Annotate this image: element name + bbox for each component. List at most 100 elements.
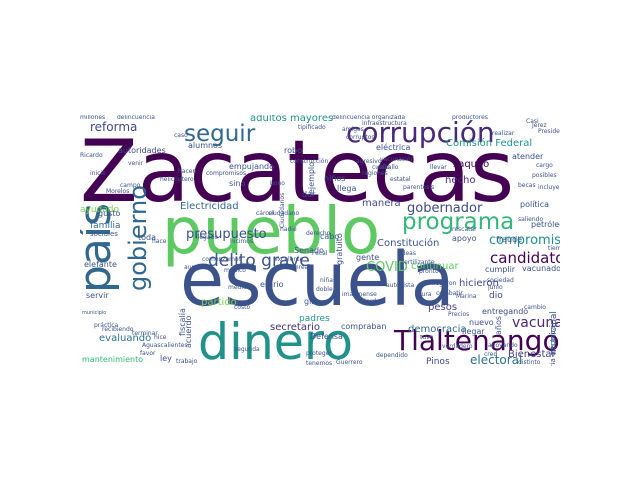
word: cuello	[372, 164, 390, 171]
word: Zacatecas	[80, 122, 515, 222]
word: pueblo	[162, 195, 381, 269]
word: Ricardo	[80, 152, 103, 159]
word: medida	[228, 284, 251, 291]
word: cabo	[320, 232, 340, 241]
word: vacunación	[380, 156, 415, 163]
word: Jerez	[532, 122, 547, 129]
word: municipio	[82, 310, 107, 316]
word: Marina	[456, 293, 477, 300]
word: saqueo	[453, 159, 490, 170]
word: combatir	[436, 290, 463, 297]
word: Tlaltenango	[394, 324, 560, 357]
word: padres	[299, 314, 330, 324]
word: dependido	[376, 352, 408, 359]
word: Pinos	[426, 357, 450, 367]
word: hice	[154, 334, 167, 341]
word: ideas	[400, 250, 416, 257]
word: derecho	[306, 230, 331, 237]
word: industria eléctrica	[549, 325, 557, 366]
word: evaluando	[99, 333, 152, 344]
word: secretario	[270, 322, 320, 333]
word: fiscalía	[178, 308, 187, 336]
word: atender	[512, 152, 544, 161]
word: nadie	[280, 226, 297, 233]
word: Comisión Federal	[446, 138, 533, 149]
word: llegado	[196, 234, 218, 241]
word: caballo	[377, 164, 399, 171]
word: cambio	[524, 304, 546, 311]
word: Electricidad	[180, 201, 239, 212]
word: doble	[316, 286, 333, 293]
word: nuevo	[469, 318, 494, 327]
word: Precios	[448, 311, 470, 318]
word: hicimos	[230, 238, 254, 245]
word: petróleo	[531, 220, 560, 229]
word: Defensa	[310, 332, 343, 341]
word: empujando	[229, 162, 275, 171]
word: recibiendo	[102, 326, 134, 333]
word: Constitución	[377, 238, 440, 249]
word: familia	[90, 221, 121, 231]
word: llegar	[462, 327, 485, 336]
word: hace	[152, 238, 167, 245]
word: ciudadano	[268, 210, 300, 217]
word: alumnos	[188, 141, 223, 150]
word: posibles	[532, 172, 557, 179]
word: niñas	[320, 277, 337, 284]
word: electoral	[470, 353, 523, 366]
word: seguir	[184, 121, 256, 147]
word: años	[494, 315, 503, 335]
word: compraban	[341, 322, 387, 331]
word: campo	[120, 182, 141, 189]
word: hicieron	[459, 278, 499, 289]
word: gratuito	[335, 233, 344, 265]
word: Aguascalientes	[142, 342, 188, 349]
word: Monreal	[286, 264, 311, 271]
word: programa	[402, 209, 515, 235]
word: democracia	[408, 324, 467, 335]
word: cred	[484, 351, 498, 358]
word: servir	[86, 291, 109, 300]
word: realizar	[492, 130, 515, 137]
word: tipificado	[298, 124, 326, 131]
word: rescatar	[452, 226, 477, 233]
word: corruptos	[346, 134, 375, 141]
word: delincuencia organizada	[332, 115, 406, 121]
word: falta	[240, 262, 254, 269]
word: fertilizante	[402, 259, 435, 266]
word: junio	[488, 284, 503, 291]
word: médico	[224, 267, 246, 274]
word: reforma	[90, 120, 138, 134]
word: sociales	[90, 230, 118, 238]
word: COVID	[366, 260, 408, 275]
word: cumplir	[485, 265, 516, 274]
word: trabajo	[176, 358, 198, 365]
word: dar	[302, 190, 316, 199]
word: elefante	[84, 260, 117, 269]
word: partido	[201, 297, 237, 308]
word: manera	[362, 198, 401, 209]
word: productores	[452, 115, 488, 121]
word: delito grave	[208, 251, 310, 271]
word: verdadero	[442, 343, 473, 350]
word: práctica	[94, 322, 119, 329]
word: sino	[229, 179, 246, 188]
word: millones	[80, 115, 106, 121]
word: vacuna	[512, 315, 560, 331]
word: proteger	[306, 350, 332, 357]
word: autoridades	[118, 146, 166, 155]
word: llega	[337, 184, 357, 193]
word: comenzamos	[202, 256, 242, 263]
word: becas	[518, 182, 536, 189]
word: adultos mayores	[250, 115, 334, 124]
word: agresivo	[356, 158, 382, 165]
word: construcción	[290, 158, 329, 165]
word: incluye	[538, 184, 560, 191]
word: pronto	[419, 268, 439, 275]
word: toda	[138, 233, 157, 242]
word: continuar	[411, 261, 459, 272]
word: entregando	[482, 307, 529, 316]
word: llevar	[430, 164, 447, 171]
word: ayudado	[80, 205, 119, 215]
word: Senado	[294, 246, 324, 255]
